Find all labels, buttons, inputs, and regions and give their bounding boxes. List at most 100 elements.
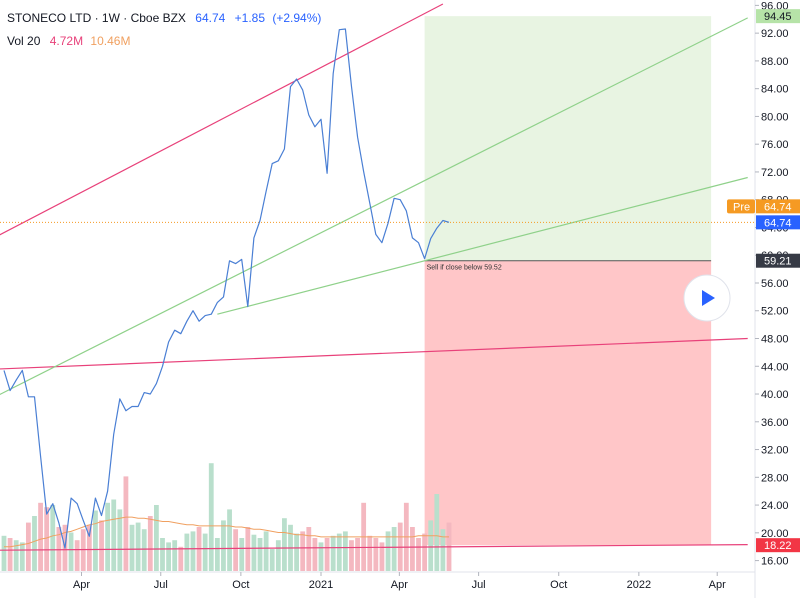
trendline-pink-2[interactable] [0, 337, 748, 370]
volume-bar [117, 509, 123, 571]
x-tick-label: Apr [709, 579, 726, 591]
pre-market-price-tag: 64.74 [764, 201, 792, 213]
y-tick-label: 32.00 [761, 445, 789, 457]
price-line [3, 28, 450, 549]
stop-price-tag: 59.21 [764, 256, 792, 268]
volume-ma-value: 10.46M [90, 34, 130, 48]
volume-bar [214, 538, 220, 571]
volume-bar [422, 533, 428, 571]
x-tick-label: Jul [154, 579, 168, 591]
target-price-tag-bg [756, 9, 800, 24]
volume-bar [13, 540, 19, 571]
trendline-green-5[interactable] [217, 176, 748, 315]
volume-bar [379, 542, 385, 571]
svg-text:Vol 20 4.72M 1: Vol 20 4.72M 10.46M [7, 34, 130, 48]
trendline-pink-1[interactable] [0, 3, 444, 236]
volume-bar [282, 518, 287, 571]
target-zone[interactable] [424, 16, 712, 261]
volume-bar [245, 527, 251, 571]
volume-bar [166, 542, 171, 571]
volume-bar [312, 538, 318, 571]
pre-market-price-tag-bg [756, 199, 800, 214]
volume-bar [300, 531, 306, 571]
y-tick-label: 52.00 [761, 306, 789, 318]
volume-bar [233, 529, 239, 571]
volume-bar [111, 499, 117, 571]
symbol-title: STONECO LTD · 1W · Cboe BZX [7, 11, 186, 25]
volume-bar [385, 531, 391, 571]
volume-bar [440, 529, 446, 571]
volume-bar [428, 520, 434, 571]
volume-bar [68, 532, 74, 571]
trendlines[interactable] [0, 3, 755, 551]
trendline-green-4[interactable] [0, 17, 748, 396]
volume-bar [275, 540, 281, 571]
trendline-pink-3[interactable] [0, 544, 748, 551]
price-change-pct: (+2.94%) [272, 11, 321, 25]
volume-bar [355, 538, 360, 571]
target-price-tag: 94.45 [764, 11, 792, 23]
volume-bar [160, 538, 165, 571]
volume-bar [269, 549, 275, 571]
price-tags: 94.45 64.74 64.74 59.21 18.22 Pre [727, 9, 800, 553]
volume-bar [239, 538, 245, 571]
y-tick-label: 92.00 [761, 28, 789, 40]
y-tick-label: 88.00 [761, 56, 789, 68]
volume-bar [44, 507, 50, 571]
volume-bar [135, 522, 141, 571]
volume-bar [99, 520, 104, 571]
sell-annotation: Sell if close below 59.52 [427, 265, 502, 272]
volume-bar [208, 463, 214, 571]
last-price: 64.74 [195, 11, 225, 25]
y-tick-label: 80.00 [761, 111, 789, 123]
x-tick-label: Oct [550, 579, 567, 591]
y-tick-label: 36.00 [761, 417, 789, 429]
volume-value: 4.72M [50, 34, 83, 48]
price-axis[interactable]: 16.00 20.00 24.00 28.00 32.00 36.00 40.00 44.00… [754, 0, 789, 598]
volume-bar [172, 540, 178, 571]
volume-bar [330, 535, 336, 571]
volume-bar [86, 524, 92, 571]
volume-bar [153, 505, 159, 571]
volume-bar [93, 510, 98, 571]
volume-bar [367, 535, 373, 571]
x-tick-label: Apr [391, 579, 408, 591]
volume-bar [147, 516, 153, 571]
time-axis[interactable]: Apr Jul Oct 2021 Apr Jul Oct 2022 Apr [0, 571, 755, 591]
volume-bar [336, 533, 342, 571]
current-price-tag-bg [756, 215, 800, 230]
volume-bar [294, 533, 300, 571]
volume-bar [19, 542, 25, 571]
play-icon[interactable] [702, 290, 715, 306]
volume-label: Vol 20 [7, 34, 41, 48]
volume-bar [56, 527, 62, 571]
volume-bar [38, 502, 43, 571]
x-tick-label: 2021 [309, 579, 333, 591]
y-tick-label: 56.00 [761, 278, 789, 290]
volume-bar [373, 538, 379, 571]
volume-bar [263, 531, 269, 571]
play-button[interactable] [683, 274, 731, 322]
y-tick-label: 76.00 [761, 139, 789, 151]
floor-price-tag: 18.22 [764, 540, 792, 552]
volume-bar [434, 494, 440, 571]
stop-price-tag-bg [756, 253, 800, 268]
price-series [3, 28, 450, 549]
volume-bar [227, 509, 232, 571]
volume-bar [349, 540, 354, 571]
volume-bar [25, 522, 31, 571]
volume-bars [1, 463, 452, 571]
volume-bar [7, 538, 13, 571]
x-tick-label: Jul [472, 579, 486, 591]
volume-bar [32, 516, 37, 571]
y-tick-label: 44.00 [761, 361, 789, 373]
volume-bar [141, 529, 147, 571]
volume-bar [416, 538, 421, 571]
svg-text:STONECO LTD · 1W · Cboe BZX: STONECO LTD · 1W · Cboe BZX 64.74 +1.85 … [7, 11, 321, 25]
y-tick-label: 20.00 [761, 528, 789, 540]
y-tick-label: 72.00 [761, 167, 789, 179]
stop-zone[interactable] [424, 260, 712, 546]
y-tick-label: 48.00 [761, 334, 789, 346]
